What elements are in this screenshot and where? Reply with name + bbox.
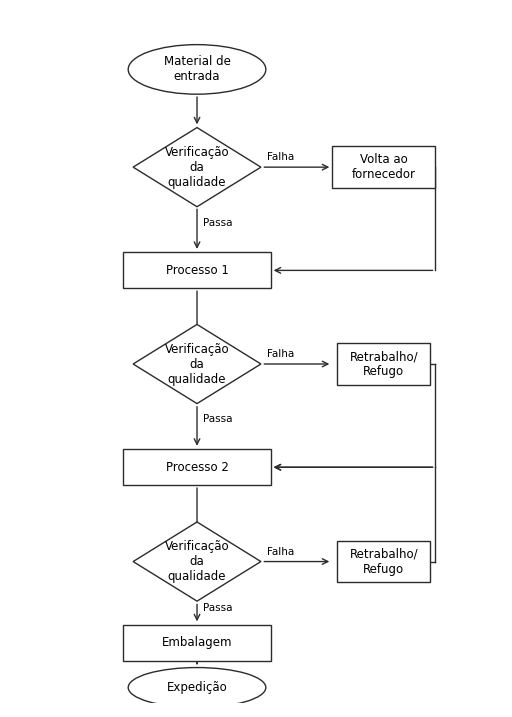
Text: Processo 2: Processo 2 [165,461,228,474]
Bar [123,450,271,485]
Text: Falha: Falha [267,349,294,359]
Ellipse shape [128,668,266,708]
Text: Passa: Passa [203,414,232,424]
Text: Processo 1: Processo 1 [165,264,228,277]
Polygon shape [133,522,261,601]
Text: Volta ao
fornecedor: Volta ao fornecedor [352,153,416,181]
Text: Passa: Passa [203,218,232,228]
Text: Passa: Passa [203,603,232,613]
Polygon shape [133,324,261,404]
Text: Retrabalho/
Refugo: Retrabalho/ Refugo [350,548,418,576]
Bar [123,252,271,288]
Bar [332,146,435,188]
Text: Falha: Falha [267,152,294,162]
Polygon shape [133,128,261,206]
Text: Material de
entrada: Material de entrada [163,55,230,83]
Text: Retrabalho/
Refugo: Retrabalho/ Refugo [350,350,418,378]
Text: Falha: Falha [267,547,294,556]
Text: Expedição: Expedição [166,681,227,694]
Text: Verificação
da
qualidade: Verificação da qualidade [165,343,229,386]
Text: Verificação
da
qualidade: Verificação da qualidade [165,540,229,583]
Bar [123,625,271,660]
Ellipse shape [128,44,266,94]
Text: Verificação
da
qualidade: Verificação da qualidade [165,146,229,189]
Bar [337,541,431,582]
Bar [337,343,431,384]
Text: Embalagem: Embalagem [162,636,232,650]
